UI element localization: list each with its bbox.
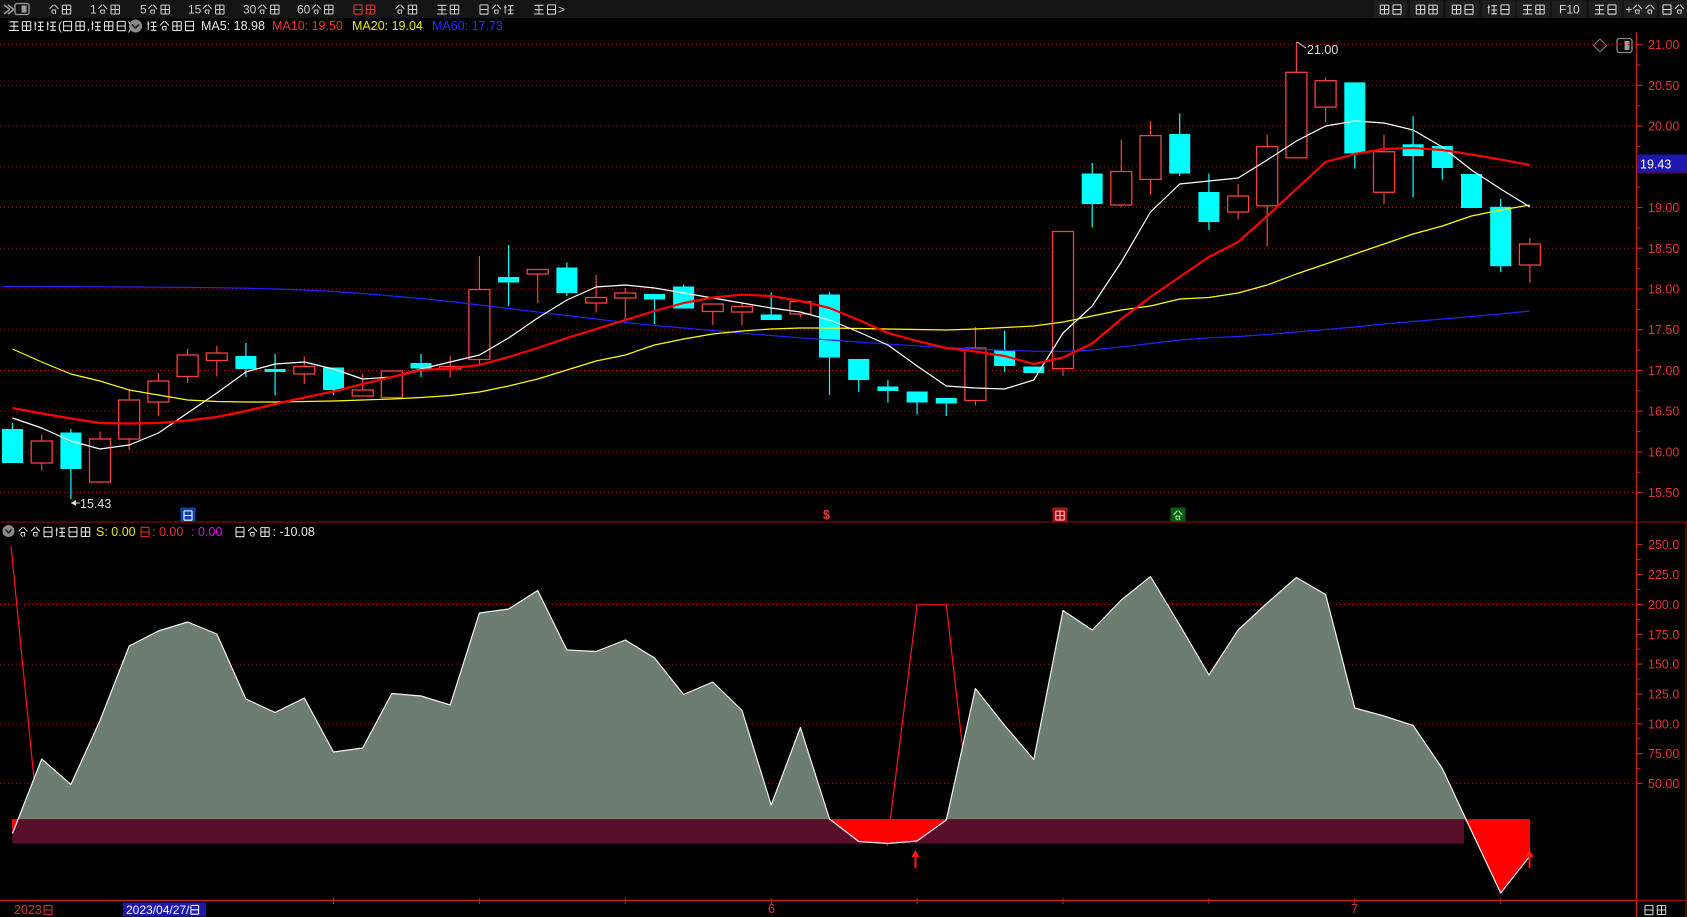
svg-text:17.50: 17.50	[1648, 323, 1679, 337]
svg-text:17.00: 17.00	[1648, 364, 1679, 378]
svg-text:19.00: 19.00	[1648, 201, 1679, 215]
svg-text:200.0: 200.0	[1648, 598, 1679, 612]
svg-text:18.00: 18.00	[1648, 282, 1679, 296]
svg-text:MA5: 18.98: MA5: 18.98	[201, 19, 265, 33]
svg-text:5: 5	[140, 3, 147, 17]
svg-text:16.00: 16.00	[1648, 445, 1679, 459]
svg-text:18.50: 18.50	[1648, 242, 1679, 256]
svg-text:2023: 2023	[14, 903, 42, 917]
svg-text:MA20: 19.04: MA20: 19.04	[352, 19, 423, 33]
svg-text:$: $	[823, 508, 830, 522]
svg-text:: 0.00: : 0.00	[191, 525, 222, 539]
svg-text:125.0: 125.0	[1648, 687, 1679, 701]
svg-text:S: 0.00: S: 0.00	[96, 525, 136, 539]
svg-text:225.0: 225.0	[1648, 568, 1679, 582]
svg-text:21.00: 21.00	[1648, 38, 1679, 52]
svg-text:15.50: 15.50	[1648, 486, 1679, 500]
svg-text:(: (	[58, 19, 62, 33]
svg-text:16.50: 16.50	[1648, 405, 1679, 419]
svg-text:250.0: 250.0	[1648, 538, 1679, 552]
svg-text:2023/04/27/: 2023/04/27/	[126, 903, 190, 917]
svg-text:19.43: 19.43	[1640, 158, 1671, 172]
svg-text:: 0.00: : 0.00	[152, 525, 183, 539]
svg-text:+: +	[1626, 3, 1633, 17]
svg-text:15.43: 15.43	[80, 497, 111, 511]
svg-text:6: 6	[768, 902, 775, 916]
svg-text:1: 1	[90, 3, 97, 17]
svg-text:>: >	[558, 3, 565, 17]
svg-text:MA10: 19.50: MA10: 19.50	[272, 19, 343, 33]
svg-text:20.00: 20.00	[1648, 120, 1679, 134]
svg-text:,: ,	[87, 19, 90, 33]
svg-text:MA60: 17.73: MA60: 17.73	[432, 19, 503, 33]
svg-text:15: 15	[188, 3, 202, 17]
svg-text:60: 60	[297, 3, 311, 17]
svg-text:75.00: 75.00	[1648, 747, 1679, 761]
svg-text:7: 7	[1351, 902, 1358, 916]
svg-text:21.00: 21.00	[1307, 43, 1338, 57]
svg-text:30: 30	[243, 3, 257, 17]
svg-text:F10: F10	[1559, 3, 1580, 17]
svg-text:: -10.08: : -10.08	[273, 525, 315, 539]
svg-text:175.0: 175.0	[1648, 628, 1679, 642]
svg-text:20.50: 20.50	[1648, 79, 1679, 93]
svg-text:150.0: 150.0	[1648, 658, 1679, 672]
svg-text:50.00: 50.00	[1648, 777, 1679, 791]
svg-text:100.0: 100.0	[1648, 717, 1679, 731]
